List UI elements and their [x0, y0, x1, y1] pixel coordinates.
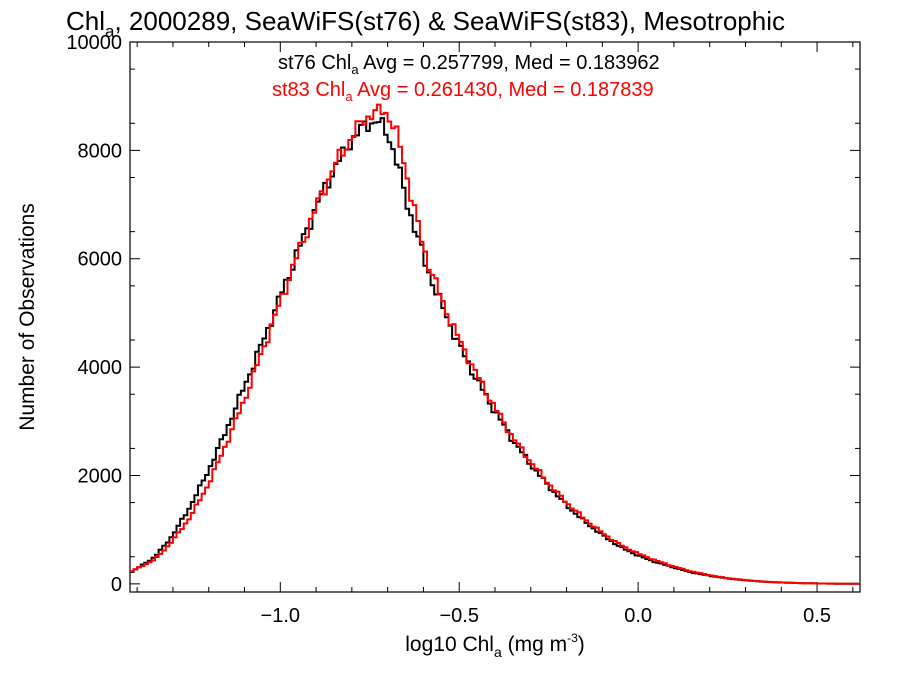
chart-title: Chla, 2000289, SeaWiFS(st76) & SeaWiFS(s… — [66, 6, 785, 41]
x-tick-labels: −1.0 −0.5 0.0 0.5 — [261, 605, 831, 627]
y-tick-labels: 0 2000 4000 6000 8000 10000 — [66, 32, 122, 596]
y-tick-label: 8000 — [78, 140, 123, 162]
x-tick-label: −0.5 — [439, 605, 478, 627]
y-tick-label: 0 — [111, 574, 122, 596]
annotation-st83: st83 Chla Avg = 0.261430, Med = 0.187839 — [272, 79, 654, 104]
axis-ticks — [130, 41, 860, 592]
x-tick-label: 0.0 — [624, 605, 652, 627]
x-tick-label: 0.5 — [803, 605, 831, 627]
annotation-st76: st76 Chla Avg = 0.257799, Med = 0.183962 — [278, 52, 660, 77]
y-tick-label: 2000 — [78, 465, 123, 487]
y-axis-label: Number of Observations — [16, 203, 39, 431]
y-tick-label: 4000 — [78, 357, 123, 379]
plot-frame — [129, 41, 861, 593]
histogram-series-st83 — [130, 103, 860, 585]
series-group — [130, 103, 860, 585]
histogram-series-st76 — [130, 117, 860, 585]
x-axis-label: log10 Chla (mg m-3) — [405, 631, 585, 660]
x-tick-label: −1.0 — [261, 605, 300, 627]
y-tick-label: 6000 — [78, 249, 123, 271]
y-tick-label: 10000 — [66, 32, 122, 54]
